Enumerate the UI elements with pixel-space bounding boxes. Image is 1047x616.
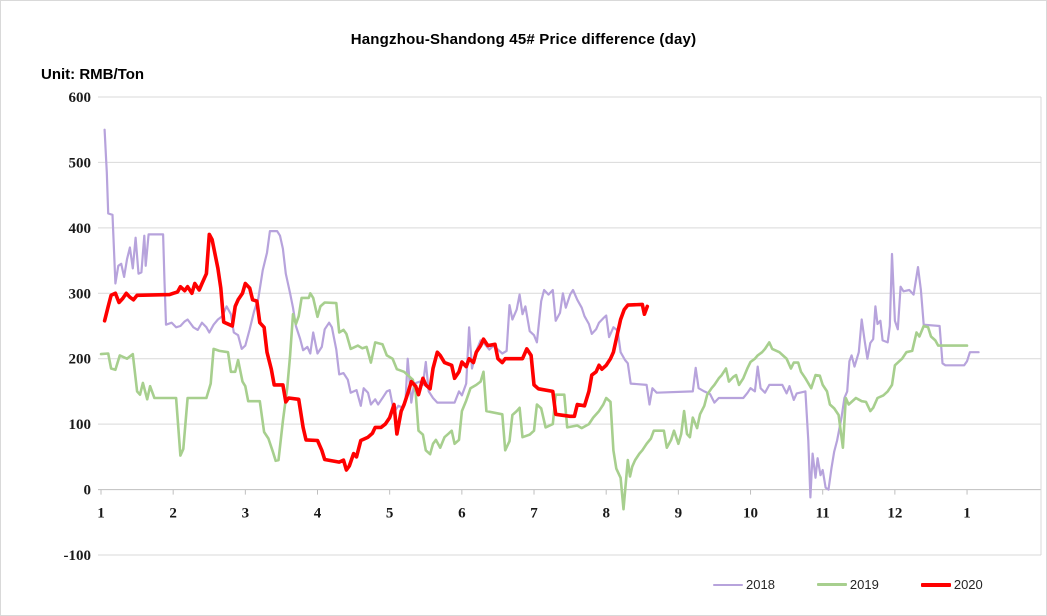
x-tick-label: 9	[675, 506, 683, 522]
legend-item-2018: 2018	[713, 577, 775, 592]
y-tick-label: 0	[84, 483, 92, 499]
legend-item-2020: 2020	[920, 577, 983, 592]
y-tick-label: 400	[69, 221, 92, 237]
x-tick-label: 11	[816, 506, 830, 522]
x-tick-label: 3	[242, 506, 250, 522]
x-tick-label: 10	[743, 506, 758, 522]
legend-label-2018: 2018	[746, 577, 775, 592]
x-tick-label: 1	[963, 506, 971, 522]
x-tick-label: 12	[887, 506, 902, 522]
legend-item-2019: 2019	[816, 577, 879, 592]
legend-swatch-2020	[920, 582, 951, 587]
x-tick-label: 4	[314, 506, 322, 522]
x-tick-label: 7	[530, 506, 538, 522]
y-tick-label: 100	[69, 417, 92, 433]
legend-swatch-2019	[816, 583, 847, 586]
y-tick-label: 500	[69, 155, 92, 171]
y-tick-label: 200	[69, 352, 92, 368]
unit-label: Unit: RMB/Ton	[41, 66, 145, 83]
x-tick-label: 1	[97, 506, 105, 522]
series-line-2020	[102, 232, 650, 472]
x-tick-label: 5	[386, 506, 394, 522]
y-tick-label: 600	[69, 90, 92, 106]
y-tick-label: 300	[69, 286, 92, 302]
legend-label-2019: 2019	[849, 577, 879, 592]
x-tick-label: 8	[602, 506, 610, 522]
y-tick-label: -100	[64, 548, 92, 564]
x-tick-label: 2	[169, 506, 177, 522]
series-line-2018	[103, 128, 980, 499]
legend-label-2020: 2020	[953, 577, 983, 592]
chart-title: Hangzhou-Shandong 45# Price difference (…	[350, 31, 697, 48]
x-tick-label: 6	[458, 506, 466, 522]
series-line-2019	[99, 291, 969, 511]
legend-swatch-2018	[713, 583, 743, 586]
legend: 2018 2019 2020	[713, 577, 983, 592]
